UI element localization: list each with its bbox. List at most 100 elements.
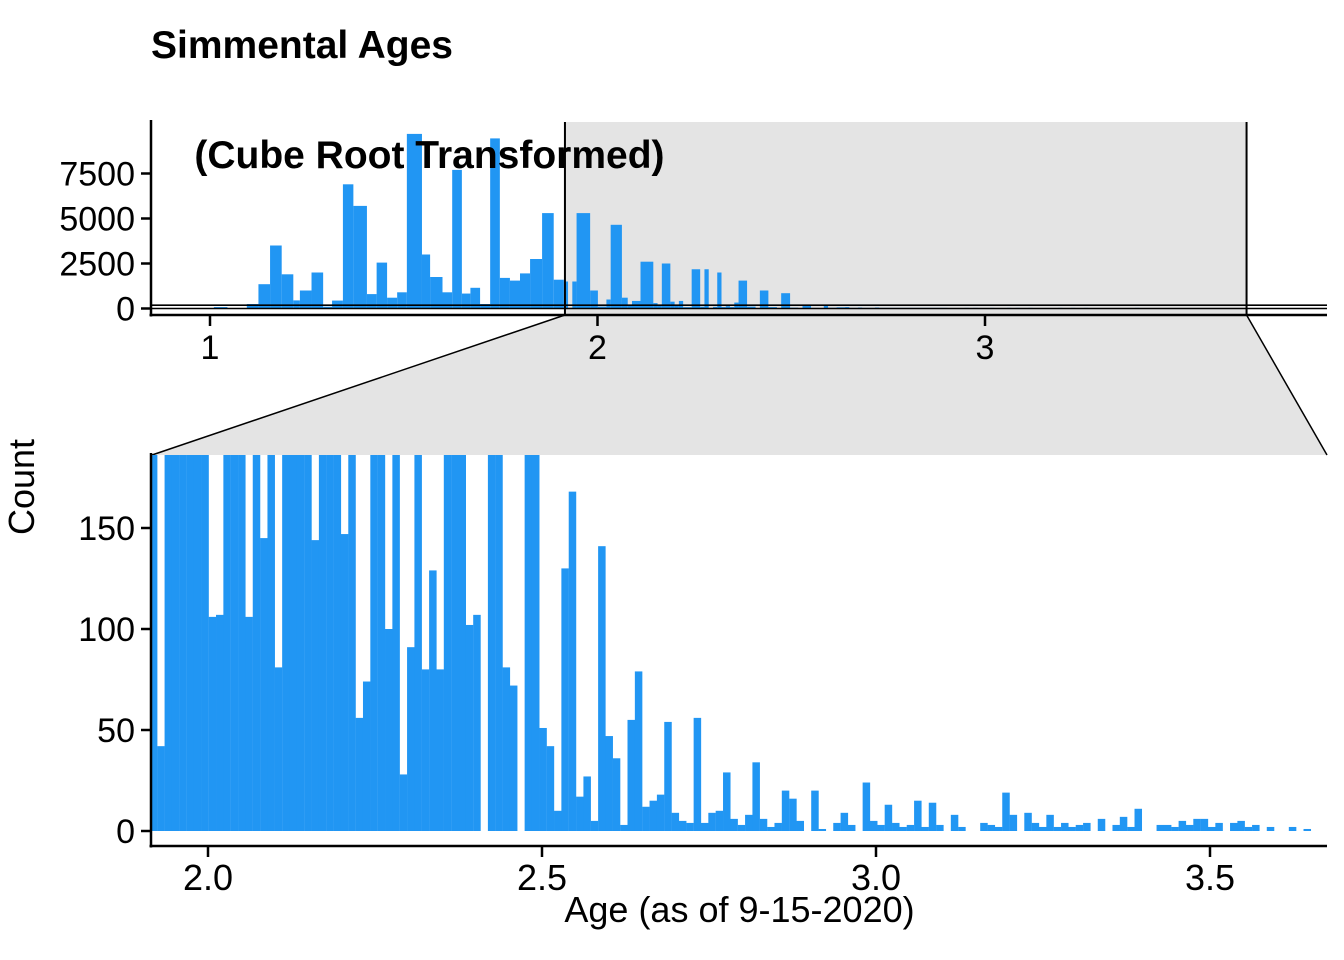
histogram-bar <box>171 455 180 831</box>
histogram-bar <box>353 205 367 309</box>
histogram-bar <box>430 277 443 309</box>
histogram-bar <box>179 455 187 831</box>
histogram-bar <box>421 669 430 831</box>
zoom-connector-line-left <box>151 314 566 456</box>
histogram-bar <box>747 306 756 309</box>
histogram-bar <box>590 290 598 309</box>
histogram-bar <box>921 826 929 831</box>
histogram-bar <box>260 538 268 831</box>
histogram-bar <box>1002 792 1010 831</box>
histogram-bar <box>245 616 253 831</box>
histogram-bar <box>539 727 547 831</box>
histogram-bar <box>208 616 217 831</box>
zoom-y-tick-label: 50 <box>97 712 135 750</box>
histogram-bar <box>304 455 312 831</box>
histogram-bar <box>421 254 431 309</box>
histogram-bar <box>823 305 829 309</box>
histogram-bar <box>326 455 334 831</box>
histogram-bar <box>157 746 165 831</box>
zoom-x-tick-label: 2.5 <box>517 857 567 898</box>
histogram-bar <box>664 721 672 831</box>
histogram-bar <box>621 297 628 309</box>
histogram-bar <box>752 762 760 831</box>
histogram-bar <box>1200 818 1209 831</box>
histogram-bar <box>928 802 937 831</box>
histogram-bar <box>318 455 327 831</box>
histogram-bar <box>461 293 471 309</box>
histogram-bar <box>193 455 202 831</box>
zoom-y-tick-label: 150 <box>78 510 135 548</box>
histogram-bar <box>620 824 628 831</box>
histogram-bar <box>509 685 518 831</box>
y-axis-title: Count <box>1 439 42 535</box>
zoom-y-tick-label: 0 <box>116 813 135 851</box>
histogram-bar <box>470 287 481 309</box>
histogram-bar <box>980 822 988 831</box>
overview-bars <box>213 133 1140 309</box>
histogram-bar <box>661 263 671 309</box>
overview-x-tick-label: 2 <box>588 329 607 367</box>
histogram-bar <box>1303 828 1312 831</box>
histogram-bar <box>495 455 503 831</box>
histogram-bar <box>342 184 354 309</box>
histogram-bar <box>691 269 701 309</box>
histogram-bar <box>542 213 554 309</box>
histogram-bar <box>553 279 564 309</box>
histogram-bar <box>311 540 320 831</box>
histogram-bar <box>678 820 687 831</box>
chart-title: Simmental Ages (Cube Root Transformed) <box>151 18 665 238</box>
histogram-bar <box>296 455 305 831</box>
histogram-bar <box>499 277 510 309</box>
zoom-bars <box>152 455 1312 831</box>
histogram-bar <box>576 796 584 831</box>
histogram-bar <box>640 261 654 309</box>
histogram-bar <box>627 305 632 309</box>
histogram-bar <box>443 455 452 831</box>
overview-y-tick-label: 0 <box>116 291 135 329</box>
histogram-bar <box>407 647 415 831</box>
histogram-bar <box>509 280 520 309</box>
histogram-bar <box>238 455 246 831</box>
histogram-bar <box>1266 826 1275 831</box>
histogram-bar <box>671 812 680 831</box>
histogram-bar <box>700 822 709 831</box>
histogram-bar <box>274 667 283 831</box>
histogram-bar <box>397 292 407 309</box>
histogram-bar <box>737 824 746 831</box>
zoom-indicator <box>152 122 1327 455</box>
histogram-bar <box>774 822 782 831</box>
histogram-bar <box>686 822 694 831</box>
histogram-bar <box>576 213 591 309</box>
histogram-bar <box>1207 826 1216 831</box>
histogram-bar <box>281 274 294 309</box>
histogram-bar <box>490 138 500 309</box>
histogram-bar <box>164 455 173 831</box>
histogram-bar <box>862 782 871 831</box>
histogram-bar <box>1097 818 1106 831</box>
histogram-bar <box>289 455 297 831</box>
histogram-bar <box>385 629 393 831</box>
histogram-bar <box>572 281 577 309</box>
histogram-bar <box>568 491 577 831</box>
histogram-bar <box>230 455 239 831</box>
histogram-bar <box>781 293 791 309</box>
histogram-bar <box>1178 820 1187 831</box>
x-axis-title: Age (as of 9-15-2020) <box>564 889 914 930</box>
overview-y-tick-label: 7500 <box>59 156 135 194</box>
histogram-bar <box>1193 818 1201 831</box>
zoom-y-tick-label: 100 <box>78 611 135 649</box>
histogram-bar <box>311 272 324 309</box>
zoom-connector-trapezoid <box>152 315 1327 455</box>
histogram-bar <box>223 455 231 831</box>
histogram-bar <box>906 824 915 831</box>
histogram-bar <box>693 717 702 831</box>
histogram-bar <box>323 306 333 309</box>
histogram-bar <box>1053 826 1062 831</box>
histogram-bar <box>554 810 562 831</box>
histogram-bar <box>561 568 569 831</box>
histogram-bar <box>892 822 900 831</box>
histogram-bar <box>1185 824 1194 831</box>
histogram-bar <box>1009 814 1018 831</box>
histogram-bar <box>712 306 718 309</box>
histogram-bar <box>884 804 893 831</box>
